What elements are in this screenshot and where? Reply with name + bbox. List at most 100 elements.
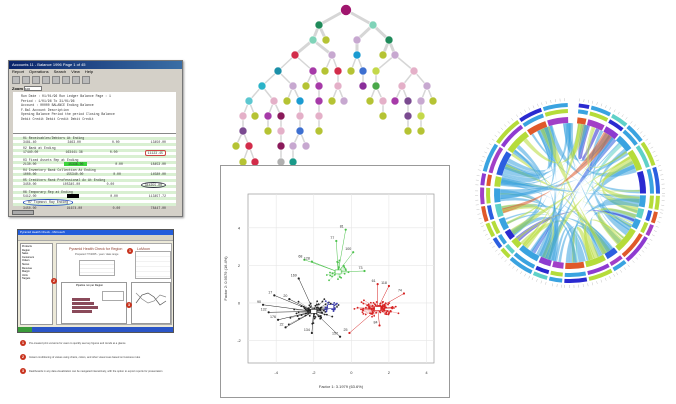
right-heading: LoMoon [137, 247, 150, 251]
tree-node[interactable] [428, 96, 438, 106]
tree-node[interactable] [282, 96, 292, 106]
start-button[interactable] [18, 327, 32, 332]
sidebar-item[interactable]: Products [22, 245, 32, 248]
tree-node[interactable] [288, 81, 298, 91]
sidebar-item[interactable]: Units [22, 273, 28, 277]
tree-node[interactable] [358, 66, 368, 76]
tree-node[interactable] [403, 111, 413, 121]
sidebar-item[interactable]: Orders [22, 259, 30, 263]
tree-node[interactable] [301, 141, 311, 151]
sidebar-item[interactable]: Targets [22, 277, 31, 281]
tree-node[interactable] [263, 111, 273, 121]
tree-node[interactable] [409, 66, 419, 76]
tree-node[interactable] [333, 66, 343, 76]
point-label: 25 [343, 328, 347, 332]
toolbar-button[interactable] [52, 76, 60, 84]
tick-mark [489, 242, 493, 244]
toolbar-button[interactable] [32, 76, 40, 84]
tree-node[interactable] [403, 96, 413, 106]
tree-node[interactable] [276, 141, 286, 151]
tree-node[interactable] [273, 66, 283, 76]
sidebar-item[interactable]: Margin [22, 270, 30, 274]
tree-node[interactable] [371, 66, 381, 76]
tree-node[interactable] [263, 126, 273, 136]
tree-node[interactable] [422, 81, 432, 91]
menu-item-view[interactable]: View [71, 69, 80, 74]
binoculars-icon[interactable] [82, 76, 90, 84]
tree-node[interactable] [276, 111, 286, 121]
value-b: 3463.00 [67, 140, 81, 145]
toolbar-button[interactable] [22, 76, 30, 84]
tree-node[interactable] [320, 66, 330, 76]
tree-node[interactable] [269, 96, 279, 106]
tree-node[interactable] [339, 96, 349, 106]
tree-node[interactable] [301, 81, 311, 91]
tree-node[interactable] [295, 111, 305, 121]
tree-node[interactable] [308, 66, 318, 76]
menu-item-operations[interactable]: Operations [29, 69, 49, 74]
tree-node[interactable] [352, 35, 362, 45]
tree-node[interactable] [314, 81, 324, 91]
tree-node[interactable] [238, 111, 248, 121]
sidebar-item[interactable]: Customers [22, 255, 35, 259]
point-black [321, 300, 324, 303]
point-blue [325, 310, 328, 313]
tree-node[interactable] [327, 50, 337, 60]
tree-node[interactable] [352, 50, 362, 60]
tree-node[interactable] [276, 126, 286, 136]
menu-item-help[interactable]: Help [84, 69, 94, 74]
toolbar-button[interactable] [12, 76, 20, 84]
tree-node[interactable] [378, 50, 388, 60]
tree-node[interactable] [365, 96, 375, 106]
sidebar-item[interactable]: Stores [22, 262, 30, 266]
tree-node[interactable] [416, 111, 426, 121]
tree-node[interactable] [314, 126, 324, 136]
tree-node[interactable] [416, 126, 426, 136]
tree-node[interactable] [308, 35, 318, 45]
toolbar-button[interactable] [72, 76, 80, 84]
tree-node[interactable] [295, 126, 305, 136]
tree-node[interactable] [238, 126, 248, 136]
tree-node[interactable] [371, 81, 381, 91]
tree-node[interactable] [340, 4, 352, 16]
tree-node[interactable] [403, 126, 413, 136]
tree-node[interactable] [257, 81, 267, 91]
tree-node[interactable] [384, 35, 394, 45]
tree-node[interactable] [295, 96, 305, 106]
tree-node[interactable] [397, 81, 407, 91]
sidebar-item[interactable]: Sales [22, 252, 29, 256]
tick-mark [591, 282, 593, 286]
tree-node[interactable] [231, 141, 241, 151]
tree-node[interactable] [333, 81, 343, 91]
tree-node[interactable] [346, 66, 356, 76]
sidebar-item[interactable]: Revenue [22, 266, 33, 270]
tree-node[interactable] [378, 111, 388, 121]
outer-track [577, 109, 589, 115]
tree-node[interactable] [416, 96, 426, 106]
tree-node[interactable] [368, 20, 378, 30]
tree-node[interactable] [390, 96, 400, 106]
tree-node[interactable] [314, 111, 324, 121]
point-black [336, 306, 338, 308]
tree-node[interactable] [288, 141, 298, 151]
menu-item-report[interactable]: Report [12, 69, 25, 74]
tree-node[interactable] [390, 50, 400, 60]
toolbar-button[interactable] [42, 76, 50, 84]
tick-mark [494, 134, 498, 138]
menu-item-search[interactable]: Search [53, 69, 67, 74]
tree-node[interactable] [244, 96, 254, 106]
tree-node[interactable] [378, 96, 388, 106]
tree-node[interactable] [321, 35, 331, 45]
tree-node[interactable] [327, 96, 337, 106]
tree-node[interactable] [290, 50, 300, 60]
report-row: 03 Fixed Assets Rep at Ending 2130.00 1533… [23, 158, 166, 167]
toolbar-button[interactable] [62, 76, 70, 84]
page-navigator[interactable] [12, 210, 34, 215]
tree-node[interactable] [250, 111, 260, 121]
tree-node[interactable] [244, 141, 254, 151]
sidebar-item[interactable]: Region [22, 248, 30, 252]
tree-node[interactable] [358, 81, 368, 91]
zoom-select[interactable]: 100 [24, 86, 43, 92]
tree-node[interactable] [314, 20, 324, 30]
tree-node[interactable] [314, 96, 324, 106]
